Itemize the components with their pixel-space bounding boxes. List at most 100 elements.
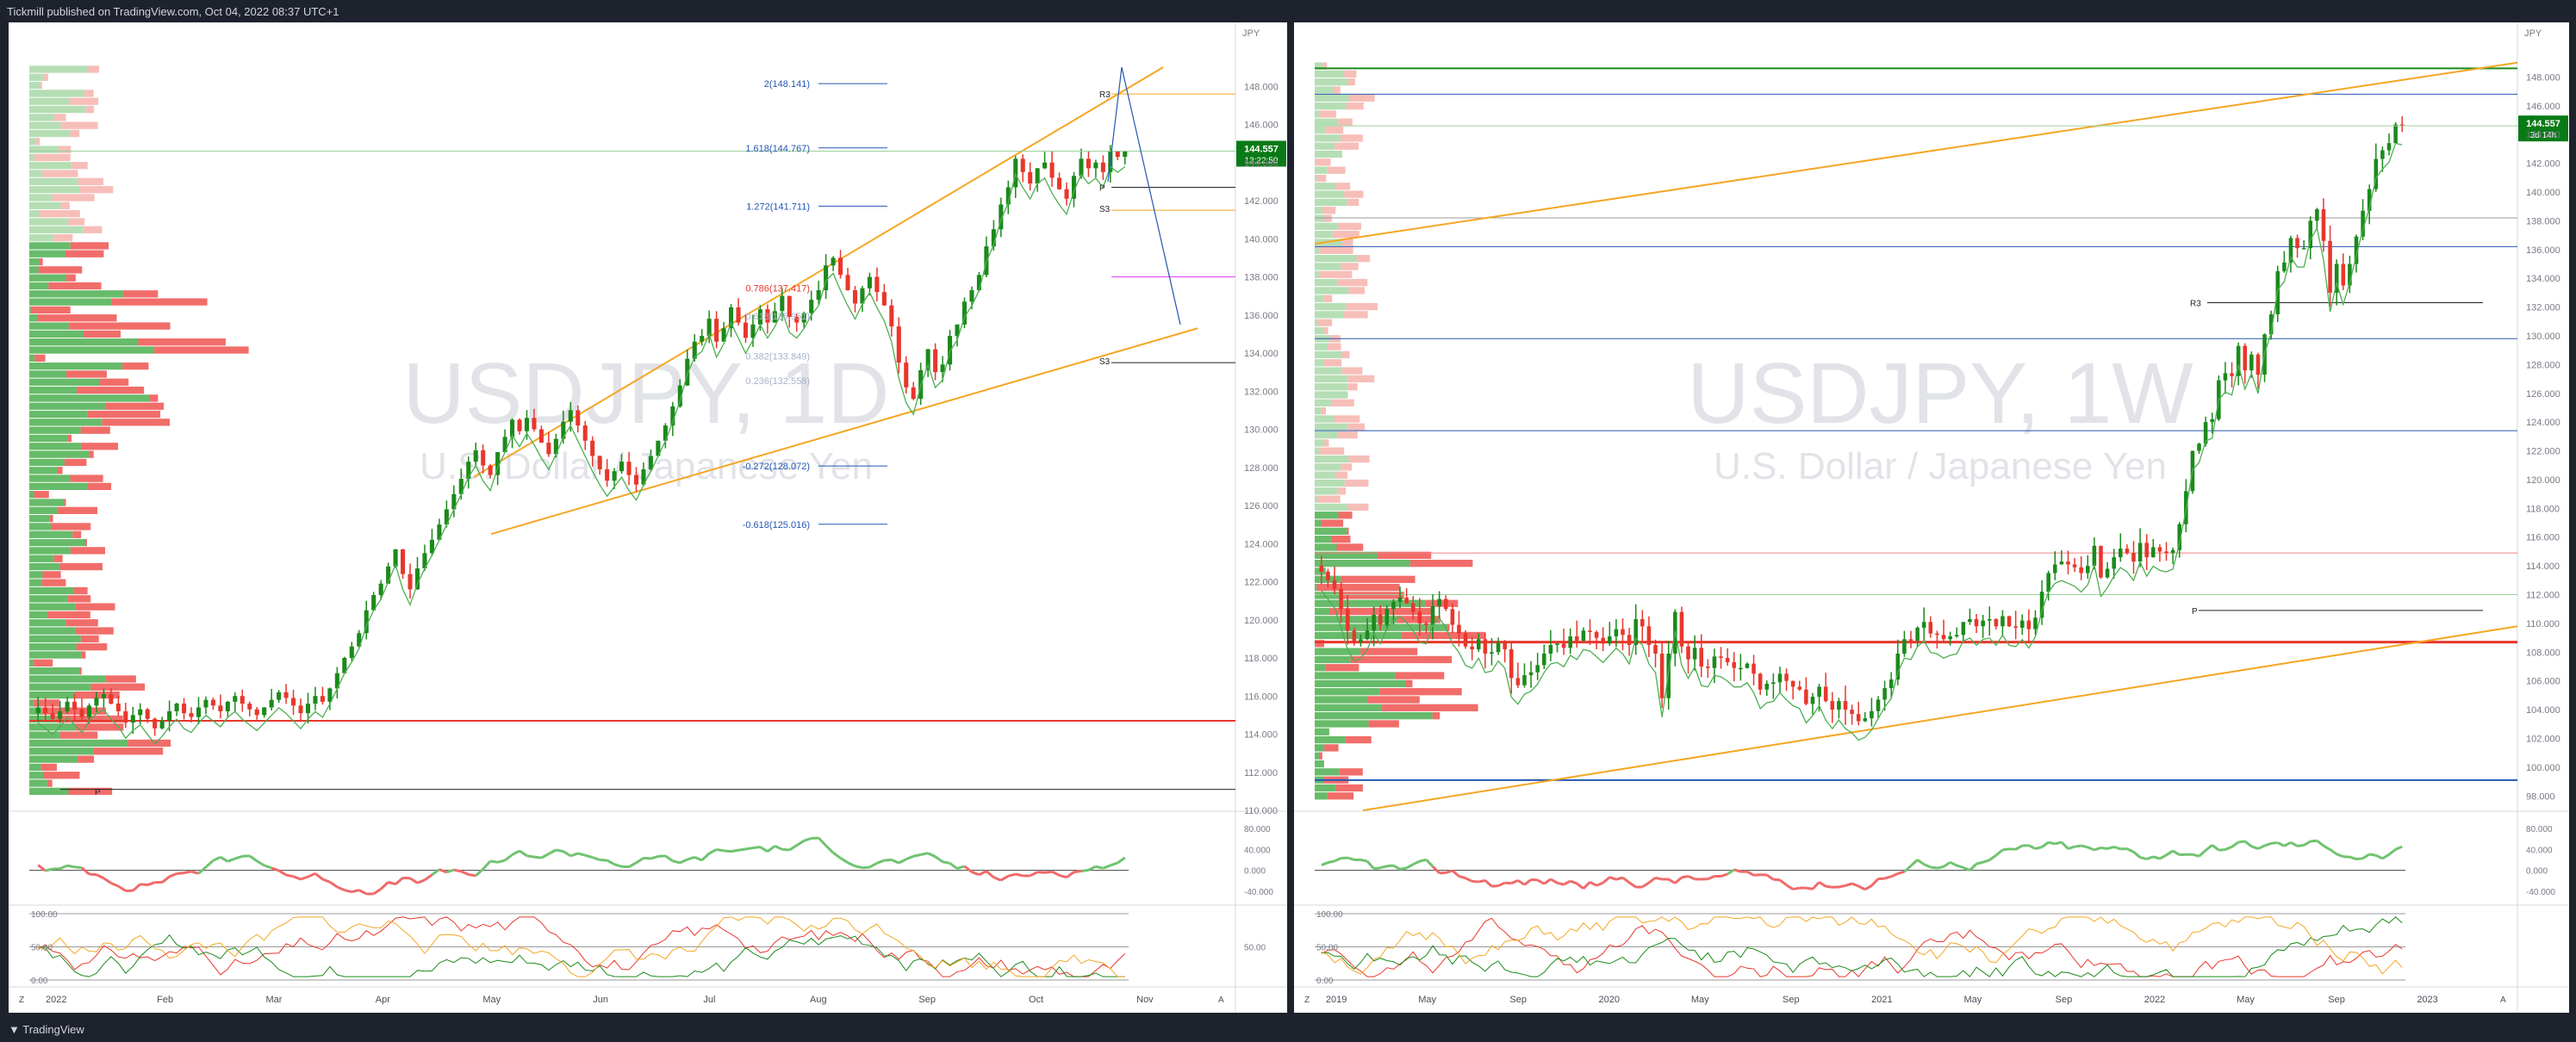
candle-body [444,509,449,525]
volume-profile-bar [1315,607,1329,616]
candle-body [189,713,194,717]
oscillator-segment [752,846,761,850]
oscillator-segment [307,871,316,878]
volume-profile-bar [29,386,78,394]
panel-divider[interactable] [1287,22,1294,1013]
oscillator-segment [774,845,783,851]
volume-profile-bar [1315,648,1361,655]
candle-body [2033,617,2038,630]
pivot-label: P [2192,607,2198,617]
candle-body [2321,209,2326,241]
oscillator-segment [1765,873,1775,881]
volume-profile-bar [1315,263,1341,270]
chart-1w-svg[interactable]: USDJPY, 1W U.S. Dollar / Japanese Yen 14… [1294,22,2569,1013]
y-tick-label: 138.000 [1244,273,1279,283]
oscillator-segment [934,855,943,863]
volume-profile-bar [29,298,112,306]
volume-profile-bar [1347,383,1358,391]
oscillator-segment [256,859,265,867]
candle-body [1443,599,1448,610]
oscillator-segment [2270,841,2278,845]
volume-profile-bar [85,105,95,114]
chart-1d-svg[interactable]: USDJPY, 1D U.S. Dollar / Japanese Yen 14… [9,22,1287,1013]
candle-body [1830,701,1835,710]
oscillator-segment [161,875,171,884]
oscillator-segment [912,853,922,858]
volume-profile-bar [1341,350,1350,359]
volume-profile-bar [29,458,65,467]
oscillator-segment [1720,872,1728,878]
candle-body [1509,648,1514,679]
candle-body [145,709,150,719]
candle-body [1706,667,1710,668]
volume-profile-bar [1346,302,1378,311]
candle-body [2308,220,2313,249]
oscillator-segment [1681,875,1689,879]
candle-body [123,710,128,723]
volume-profile-bar [29,346,155,354]
oscillator-segment [1366,860,1375,870]
oscillator-segment [1923,863,1932,869]
candle-body [750,324,756,338]
price-badge [1236,140,1286,167]
x-tick-label: Sep [918,995,936,1005]
x-tick-label: Sep [1783,995,1800,1005]
x-tick-label: Sep [2328,995,2345,1005]
oscillator-segment [132,883,141,892]
osc2-tick-label: 100.00 [31,910,58,920]
candle-body [2393,124,2398,144]
candle-body [1345,609,1350,631]
volume-profile-bar [99,378,129,386]
tradingview-logo[interactable]: ▼ TradingView [9,1023,84,1036]
candle-body [1968,618,1972,623]
oscillator-segment [533,855,542,859]
oscillator-segment [876,859,885,865]
fib-label: 1.272(141.711) [746,202,810,212]
chart-1w-panel[interactable]: USDJPY, 1W U.S. Dollar / Japanese Yen 14… [1294,22,2569,1013]
volume-profile-bar [1330,536,1351,543]
candle-body [685,358,690,386]
chart-1d-panel[interactable]: USDJPY, 1D U.S. Dollar / Japanese Yen 14… [9,22,1287,1013]
candle-body [473,450,478,462]
candle-body [1659,653,1664,698]
fib-label: -0.618(125.016) [743,520,810,530]
oscillator-segment [1059,873,1067,879]
oscillator-segment [234,854,243,860]
oscillator-segment [737,847,746,852]
candle-body [1627,635,1632,645]
oscillator-segment [1360,858,1368,863]
volume-profile-bar [1347,198,1360,207]
volume-profile-bar [48,282,102,290]
volume-profile-bar [37,314,117,322]
candle-body [1359,639,1363,642]
oscillator-segment [2381,853,2390,860]
oscillator-segment [1994,848,2004,857]
volume-profile-bar [29,410,88,419]
volume-profile-bar [29,675,106,683]
oscillator-segment [388,880,396,886]
volume-profile-bar [29,595,68,603]
oscillator-segment [2395,845,2403,851]
oscillator-segment [1818,881,1826,888]
volume-profile-bar [1315,287,1349,295]
volume-profile-bar [1315,599,1426,607]
volume-profile-bar [29,90,85,97]
volume-profile-bar [1315,728,1329,735]
oscillator-segment [169,872,177,878]
oscillator-segment [1806,886,1814,890]
oscillator-segment [1963,866,1970,871]
volume-profile-bar [1342,239,1353,246]
oscillator-segment [1523,878,1533,886]
x-tick-label: May [1963,995,1982,1005]
oscillator-segment [971,871,980,877]
candle-body [451,493,457,510]
volume-profile-bar [87,65,100,73]
volume-profile-bar [1315,207,1322,214]
y-tick-label: 110.000 [1244,806,1278,816]
candle-body [700,336,705,342]
volume-profile-bar [1315,495,1317,503]
oscillator-segment [1943,861,1951,868]
candle-body [414,568,420,590]
candle-body [626,462,632,475]
volume-profile-bar [1343,311,1368,319]
